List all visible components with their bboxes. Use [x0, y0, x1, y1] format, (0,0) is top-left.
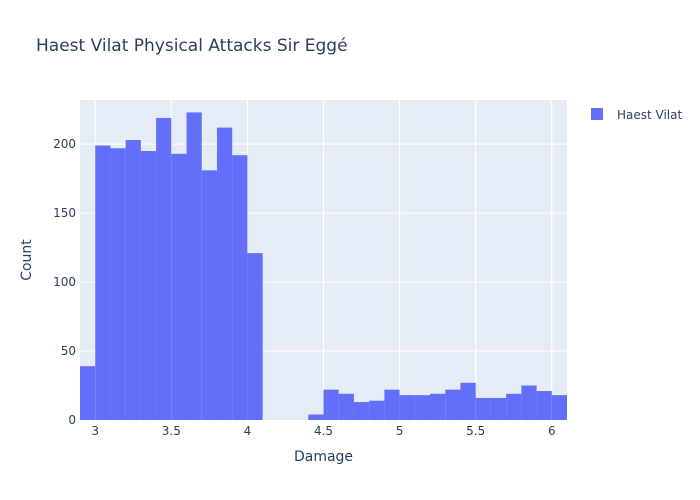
y-tick-label: 200 [53, 137, 76, 151]
y-tick-label: 50 [61, 344, 76, 358]
y-tick-labels: 0 50 100 150 200 [53, 137, 76, 427]
histogram-bar[interactable] [110, 148, 126, 420]
y-axis-title: Count [19, 239, 35, 281]
histogram-bar[interactable] [156, 117, 172, 421]
bars [80, 112, 567, 421]
legend-label: Haest Vilat [617, 108, 682, 122]
histogram-bar[interactable] [80, 366, 96, 420]
x-axis-title: Damage [294, 449, 353, 465]
y-tick-label: 0 [68, 413, 76, 427]
x-tick-label: 6 [548, 424, 556, 438]
y-tick-label: 150 [53, 206, 76, 220]
histogram-bar[interactable] [171, 153, 187, 421]
chart-title: Haest Vilat Physical Attacks Sir Eggé [36, 36, 348, 56]
histogram-bar[interactable] [323, 389, 339, 420]
histogram-bar[interactable] [369, 400, 385, 420]
histogram-bar[interactable] [186, 112, 202, 421]
histogram-bar[interactable] [140, 151, 157, 420]
histogram-bar[interactable] [475, 397, 491, 420]
histogram-bar[interactable] [308, 414, 324, 420]
histogram-bar[interactable] [430, 393, 446, 420]
histogram-bar[interactable] [338, 393, 354, 420]
x-tick-labels: 3 3.5 4 4.5 5 5.5 6 [91, 424, 555, 438]
histogram-bar[interactable] [521, 385, 537, 420]
histogram-bar[interactable] [460, 382, 476, 420]
histogram-bar[interactable] [201, 170, 217, 420]
legend[interactable]: Haest Vilat [591, 108, 682, 122]
histogram-bar[interactable] [384, 389, 400, 420]
histogram-bar[interactable] [536, 391, 552, 420]
histogram-bar[interactable] [353, 402, 370, 420]
histogram-bar[interactable] [247, 253, 263, 420]
histogram-bar[interactable] [551, 395, 567, 420]
x-tick-label: 3.5 [162, 424, 181, 438]
histogram-bar[interactable] [445, 389, 461, 420]
x-tick-label: 5.5 [466, 424, 485, 438]
histogram-bar[interactable] [95, 145, 111, 420]
histogram-bar[interactable] [414, 395, 431, 420]
legend-swatch [591, 108, 603, 120]
histogram-bar[interactable] [125, 140, 141, 420]
x-tick-label: 4 [244, 424, 252, 438]
histogram-bar[interactable] [232, 155, 248, 420]
histogram-bar[interactable] [506, 393, 522, 420]
x-tick-label: 4.5 [314, 424, 333, 438]
x-tick-label: 3 [91, 424, 99, 438]
x-tick-label: 5 [396, 424, 404, 438]
histogram-bar[interactable] [399, 395, 415, 420]
histogram-bar[interactable] [490, 397, 507, 420]
histogram-bar[interactable] [216, 127, 233, 420]
y-tick-label: 100 [53, 275, 76, 289]
